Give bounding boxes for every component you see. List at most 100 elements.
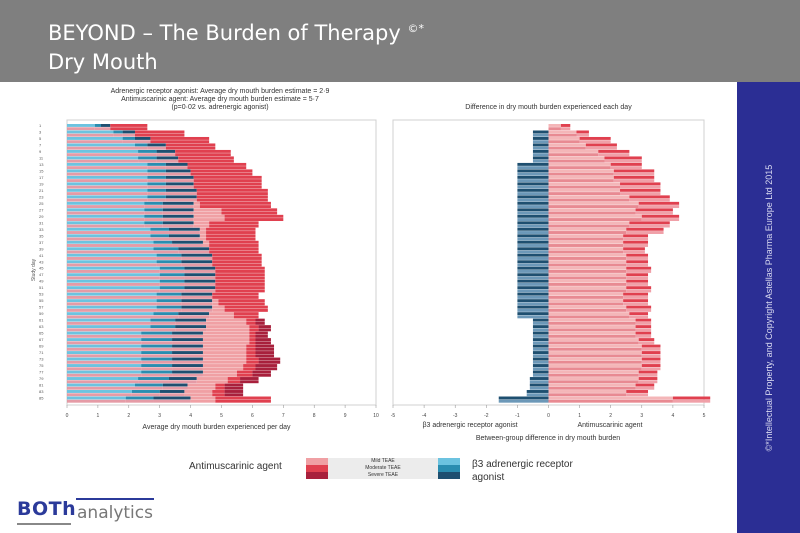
- logo-underline: [17, 523, 71, 525]
- bar-b3-severe: [159, 390, 185, 393]
- bar-diff-b3: [529, 386, 549, 390]
- bar-diff-anti-moderate: [626, 276, 649, 280]
- bar-b3-moderate: [150, 318, 176, 322]
- y-tick-label: 19: [39, 181, 44, 186]
- y-tick-label: 13: [39, 162, 44, 167]
- bar-b3-severe: [162, 224, 194, 228]
- bar-diff-b3: [517, 211, 549, 215]
- bar-diff-anti-moderate: [623, 234, 649, 238]
- left-title-line1: Adrenergic receptor agonist: Average dry…: [110, 88, 330, 95]
- bar-anti-mild: [193, 214, 225, 218]
- bar-anti-moderate: [196, 188, 268, 192]
- bar-diff-anti-moderate: [626, 279, 649, 283]
- x-tick-label: 2: [127, 413, 130, 419]
- x-tick-label: -1: [515, 413, 520, 419]
- bar-anti-mild: [202, 370, 237, 374]
- bar-anti-moderate: [218, 299, 265, 303]
- bar-diff-b3: [517, 198, 549, 202]
- bar-b3-mild: [67, 302, 157, 306]
- bar-anti-mild: [193, 218, 225, 222]
- bar-b3-mild: [67, 263, 157, 267]
- bar-anti-severe: [258, 328, 271, 332]
- bar-b3-moderate: [138, 159, 157, 163]
- bar-b3-severe: [172, 364, 203, 367]
- bar-b3-moderate: [141, 338, 173, 342]
- bar-diff-anti-moderate: [638, 205, 680, 209]
- y-tick-label: 17: [39, 175, 44, 180]
- legend-b3-line1: β3 adrenergic receptor: [472, 459, 573, 470]
- y-tick-label: 23: [39, 194, 44, 199]
- bar-diff-anti-moderate: [623, 302, 649, 306]
- x-tick-label: 9: [344, 413, 347, 419]
- bar-diff-anti-moderate: [576, 133, 589, 137]
- x-tick-label: 3: [158, 413, 161, 419]
- y-tick-label: 3: [39, 129, 42, 134]
- bar-diff-anti-mild: [548, 240, 624, 244]
- bar-diff-anti-moderate: [638, 341, 655, 345]
- bar-diff-anti-mild: [548, 393, 627, 397]
- bar-anti-mild: [202, 364, 244, 367]
- bar-b3-moderate: [153, 244, 173, 247]
- bar-anti-moderate: [221, 208, 278, 212]
- bar-b3-mild: [67, 321, 151, 325]
- bar-b3-severe: [175, 328, 207, 332]
- x-tick-label: 4: [672, 413, 675, 419]
- bar-b3-moderate: [159, 279, 185, 283]
- bar-diff-anti-moderate: [635, 328, 652, 332]
- bar-diff-anti-mild: [548, 321, 636, 325]
- bar-diff-b3: [517, 292, 549, 296]
- bar-anti-moderate: [249, 325, 259, 329]
- bar-diff-anti-mild: [548, 182, 621, 186]
- bar-b3-mild: [67, 331, 142, 335]
- bar-diff-anti-moderate: [610, 166, 642, 170]
- bar-anti-moderate: [193, 175, 262, 179]
- bar-b3-mild: [67, 315, 154, 319]
- bar-b3-mild: [67, 386, 135, 390]
- bar-b3-severe: [134, 136, 151, 140]
- bar-diff-anti-moderate: [638, 373, 658, 377]
- bar-diff-anti-mild: [548, 386, 636, 390]
- bar-b3-moderate: [134, 383, 163, 387]
- bar-diff-anti-mild: [548, 360, 642, 364]
- bar-b3-severe: [172, 351, 203, 355]
- bar-b3-moderate: [147, 162, 166, 166]
- bar-b3-mild: [67, 244, 154, 247]
- bar-anti-moderate: [206, 231, 256, 234]
- bar-diff-anti-mild: [548, 130, 577, 134]
- bar-anti-moderate: [215, 269, 265, 273]
- bar-anti-moderate: [206, 227, 256, 231]
- bar-b3-mild: [67, 136, 123, 140]
- bar-diff-anti-mild: [548, 315, 630, 319]
- bar-b3-moderate: [141, 344, 173, 348]
- legend-swatch-b3-severe: [438, 472, 460, 479]
- legend-swatch-b3-mild: [438, 458, 460, 465]
- bar-diff-b3: [532, 364, 549, 367]
- bar-diff-b3: [532, 351, 549, 355]
- bar-diff-anti-moderate: [641, 351, 661, 355]
- bar-b3-mild: [67, 351, 142, 355]
- bar-b3-severe: [181, 263, 213, 267]
- bar-diff-b3: [529, 383, 549, 387]
- x-tick-label: -4: [422, 413, 427, 419]
- bar-b3-mild: [67, 305, 157, 309]
- bar-diff-b3: [517, 214, 549, 218]
- bar-diff-anti-moderate: [626, 231, 664, 234]
- bar-b3-moderate: [153, 247, 179, 251]
- bar-b3-moderate: [141, 331, 173, 335]
- bar-diff-anti-mild: [548, 127, 561, 131]
- bar-diff-anti-moderate: [629, 312, 649, 316]
- bar-b3-severe: [172, 344, 203, 348]
- bar-diff-anti-mild: [548, 172, 614, 176]
- bar-diff-b3: [517, 273, 549, 277]
- bar-diff-b3: [532, 149, 549, 153]
- bar-b3-moderate: [131, 390, 160, 393]
- bar-diff-anti-moderate: [672, 399, 711, 403]
- bar-b3-mild: [67, 162, 148, 166]
- bar-diff-b3: [517, 218, 549, 222]
- bar-diff-b3: [517, 234, 549, 238]
- bar-diff-b3: [532, 370, 549, 374]
- title-superscript: ©*: [407, 22, 424, 35]
- bar-diff-anti-moderate: [626, 393, 649, 397]
- bar-b3-moderate: [147, 188, 166, 192]
- bar-b3-severe: [184, 266, 216, 270]
